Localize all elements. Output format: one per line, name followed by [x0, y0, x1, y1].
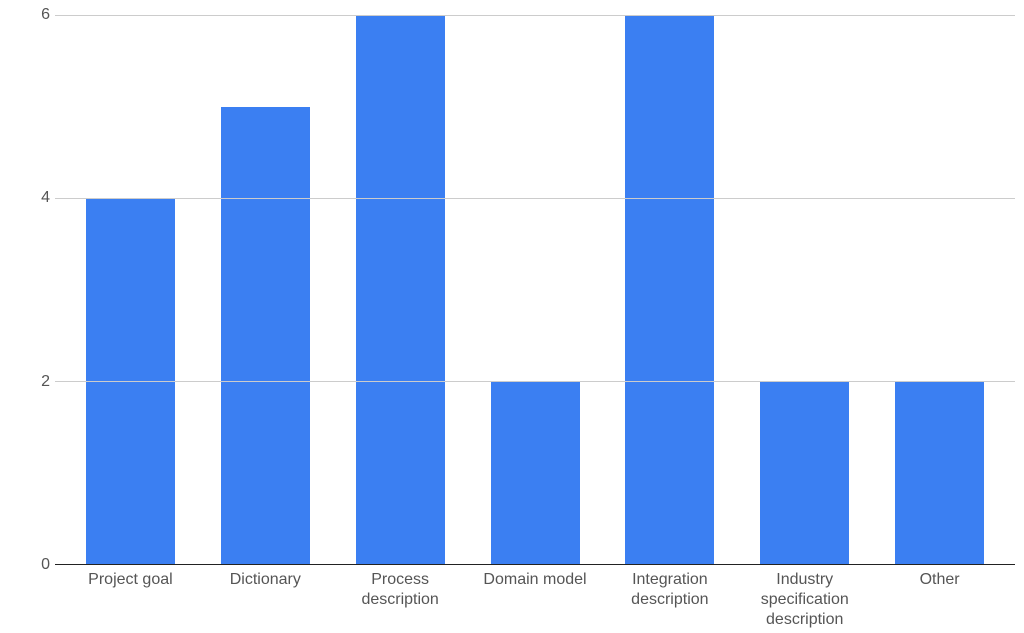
bar — [356, 15, 445, 564]
x-tick-label: Industry specification description — [737, 570, 872, 630]
gridline — [55, 381, 1015, 382]
gridline — [55, 198, 1015, 199]
bar — [895, 381, 984, 564]
x-tick-label: Other — [872, 570, 1007, 630]
bar-slot — [468, 15, 603, 564]
y-axis: 0246 — [15, 15, 50, 565]
y-tick-label: 6 — [15, 6, 50, 24]
bar — [221, 107, 310, 565]
y-tick-label: 0 — [15, 556, 50, 574]
bar — [625, 15, 714, 564]
gridline — [55, 15, 1015, 16]
plot-area — [55, 15, 1015, 565]
x-tick-label: Domain model — [468, 570, 603, 630]
y-tick-label: 4 — [15, 189, 50, 207]
y-tick-label: 2 — [15, 373, 50, 391]
x-tick-label: Project goal — [63, 570, 198, 630]
bar-slot — [602, 15, 737, 564]
bars-container — [55, 15, 1015, 564]
bar — [491, 381, 580, 564]
x-tick-label: Dictionary — [198, 570, 333, 630]
bar-chart: 0246 — [55, 15, 1015, 565]
x-tick-label: Integration description — [602, 570, 737, 630]
bar-slot — [63, 15, 198, 564]
bar — [760, 381, 849, 564]
x-axis: Project goalDictionaryProcess descriptio… — [55, 570, 1015, 630]
bar-slot — [198, 15, 333, 564]
x-tick-label: Process description — [333, 570, 468, 630]
bar-slot — [872, 15, 1007, 564]
bar-slot — [737, 15, 872, 564]
bar-slot — [333, 15, 468, 564]
